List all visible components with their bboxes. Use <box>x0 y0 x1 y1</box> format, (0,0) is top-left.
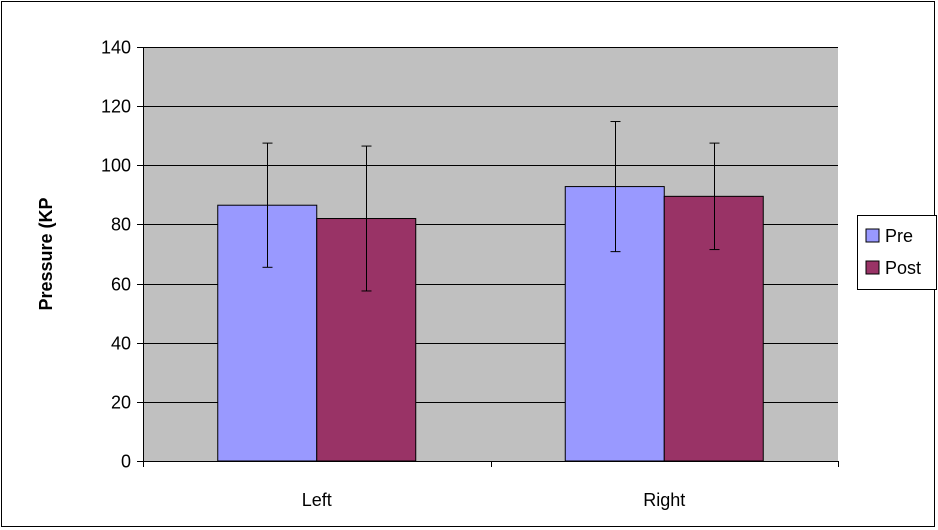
legend-label-pre: Pre <box>885 226 913 246</box>
axes <box>137 47 839 467</box>
y-tick-label: 100 <box>101 156 131 176</box>
y-tick-label: 20 <box>111 393 131 413</box>
y-tick-label: 0 <box>121 452 131 472</box>
bar-pre-right <box>564 186 665 462</box>
legend-box <box>857 215 937 290</box>
y-tick-label: 60 <box>111 275 131 295</box>
legend-swatch-post <box>865 260 880 275</box>
x-tick-label-left: Left <box>302 490 332 510</box>
legend-swatch-pre <box>865 228 880 243</box>
legend-label-post: Post <box>885 258 921 278</box>
y-tick-labels: 0 20 40 60 80 100 120 140 <box>101 38 131 472</box>
legend: Pre Post <box>857 215 937 290</box>
error-bars <box>262 121 720 292</box>
bar-post-right <box>663 195 764 462</box>
x-tick-labels: Left Right <box>302 490 686 510</box>
y-tick-label: 40 <box>111 334 131 354</box>
y-axis-title: Pressure (KP <box>36 197 56 310</box>
y-tick-label: 140 <box>101 38 131 58</box>
y-tick-label: 120 <box>101 97 131 117</box>
y-tick-label: 80 <box>111 215 131 235</box>
x-tick-label-right: Right <box>643 490 685 510</box>
